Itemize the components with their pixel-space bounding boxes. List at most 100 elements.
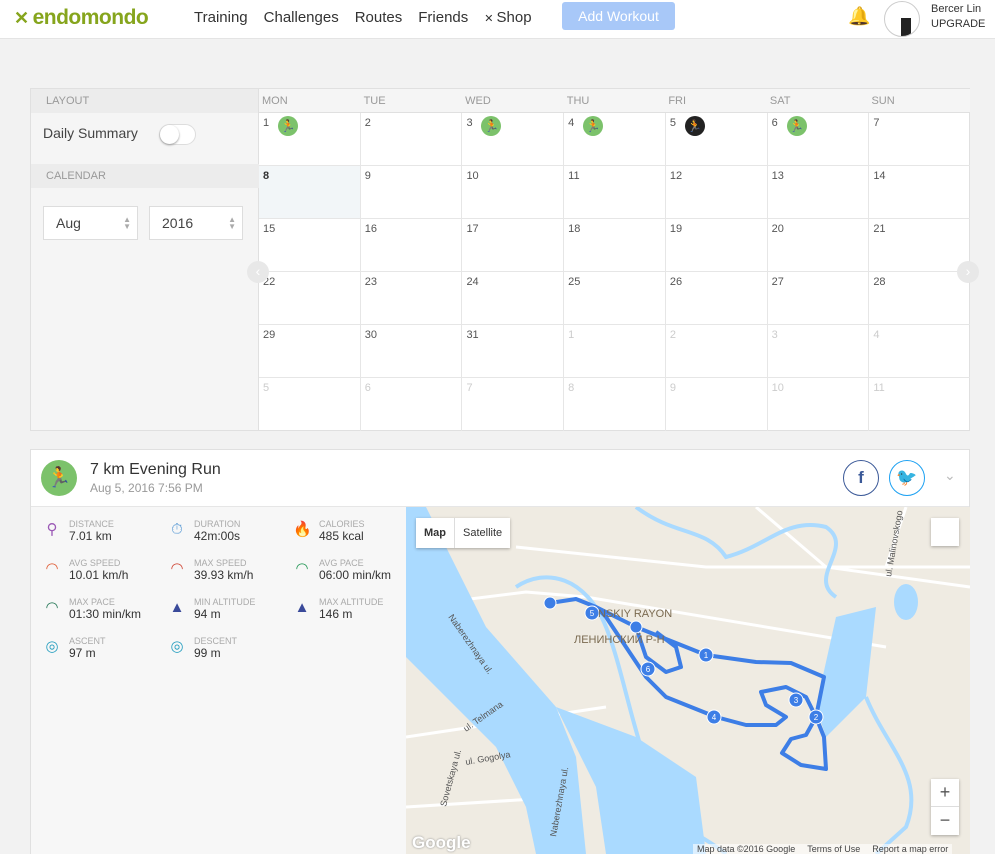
calendar-day[interactable]: 22 (259, 272, 361, 324)
calendar-day[interactable]: 30 (361, 325, 463, 377)
calendar-day[interactable]: 10 (462, 166, 565, 218)
facebook-share-button[interactable]: f (843, 460, 879, 496)
nav-friends[interactable]: Friends (418, 9, 469, 26)
calendar-day[interactable]: 8 (564, 378, 666, 431)
daily-summary-toggle[interactable] (159, 124, 196, 145)
km-marker[interactable]: 6 (640, 661, 656, 677)
km-marker[interactable]: 4 (706, 709, 722, 725)
location-pin-icon[interactable] (543, 596, 557, 610)
calendar-day[interactable]: 5 🏃 (666, 113, 768, 165)
calendar-day[interactable]: 21 (869, 219, 970, 271)
km-marker[interactable]: 5 (584, 605, 600, 621)
calendar-day[interactable]: 8 (259, 166, 361, 218)
terms-link[interactable]: Terms of Use (807, 844, 861, 854)
workout-running-icon[interactable]: 🏃 (583, 116, 604, 136)
calendar-day[interactable]: 11 (564, 166, 666, 218)
calendar-day[interactable]: 31 (462, 325, 565, 377)
calendar-day[interactable]: 12 (666, 166, 768, 218)
calendar-day[interactable]: 4 🏃 (564, 113, 666, 165)
fullscreen-button[interactable] (931, 518, 959, 546)
map-type-map[interactable]: Map (424, 527, 446, 539)
calendar-day[interactable]: 15 (259, 219, 361, 271)
endomondo-logo[interactable]: ✕ endomondo (14, 6, 149, 30)
calendar-day[interactable]: 18 (564, 219, 666, 271)
day-number: 23 (364, 276, 377, 288)
weekday-fri: FRI (668, 95, 687, 107)
calendar-day[interactable]: 11 (869, 378, 970, 431)
stat-label: DISTANCE (69, 519, 114, 529)
calendar-day[interactable]: 2 (361, 113, 463, 165)
calendar-day[interactable]: 9 (666, 378, 768, 431)
calendar-day[interactable]: 24 (462, 272, 565, 324)
upgrade-link[interactable]: UPGRADE (931, 18, 986, 30)
add-workout-button[interactable]: Add Workout (562, 2, 675, 30)
zoom-out-button[interactable]: − (939, 810, 951, 830)
day-number: 25 (568, 276, 581, 288)
nav-training[interactable]: Training (194, 9, 248, 26)
workout-running-icon[interactable]: 🏃 (481, 116, 502, 136)
updown-icon: ▲ ▼ (123, 215, 131, 231)
calendar-day[interactable]: 14 (869, 166, 970, 218)
bell-icon[interactable]: 🔔 (848, 6, 871, 26)
nav-routes[interactable]: Routes (354, 9, 403, 26)
calendar-day[interactable]: 13 (768, 166, 870, 218)
calendar-day[interactable]: 26 (666, 272, 768, 324)
calendar-day[interactable]: 19 (666, 219, 768, 271)
calendar-day[interactable]: 6 🏃 (768, 113, 870, 165)
km-marker[interactable]: 1 (698, 647, 714, 663)
zoom-in-button[interactable]: + (931, 779, 959, 807)
nav-shop[interactable]: ✕ Shop (484, 9, 531, 26)
map-label: NSKIY RAYON (598, 608, 672, 620)
calendar-day[interactable]: 5 (259, 378, 361, 431)
location-pin-icon[interactable] (629, 620, 643, 634)
workout-stats: ⚲ DISTANCE 7.01 km ⏱ DURATION 42m:00s 🔥 CALORIE… (31, 507, 406, 854)
year-select[interactable]: 2016 ▲ ▼ (149, 206, 243, 240)
weekday-thu: THU (566, 95, 590, 107)
nav-challenges[interactable]: Challenges (263, 9, 339, 26)
calendar-day[interactable]: 2 (666, 325, 768, 377)
calendar-day[interactable]: 27 (768, 272, 870, 324)
chevron-down-icon[interactable]: ⌄ (944, 467, 956, 483)
km-marker[interactable]: 3 (788, 692, 804, 708)
calendar-day[interactable]: 1 🏃 (259, 113, 361, 165)
calendar-day[interactable]: 4 (869, 325, 970, 377)
workout-running-icon[interactable]: 🏃 (786, 116, 807, 136)
next-month-button[interactable]: › (957, 261, 979, 283)
calendar-day[interactable]: 7 (869, 113, 970, 165)
calendar-day[interactable]: 29 (259, 325, 361, 377)
day-number: 14 (873, 170, 886, 182)
calendar-day[interactable]: 28 (869, 272, 970, 324)
avatar[interactable] (884, 1, 920, 37)
calendar-day[interactable]: 20 (768, 219, 870, 271)
calendar-day[interactable]: 10 (768, 378, 870, 431)
user-name[interactable]: Bercer Lin (931, 3, 982, 15)
calendar-day[interactable]: 9 (361, 166, 463, 218)
calendar-day[interactable]: 1 (564, 325, 666, 377)
day-number: 24 (466, 276, 479, 288)
km-marker[interactable]: 2 (808, 709, 824, 725)
workout-title[interactable]: 7 km Evening Run (90, 461, 221, 478)
calendar-day[interactable]: 25 (564, 272, 666, 324)
workout-running-icon[interactable]: 🏃 (684, 116, 705, 136)
report-error-link[interactable]: Report a map error (872, 844, 949, 854)
calendar-day[interactable]: 23 (361, 272, 463, 324)
calendar-day[interactable]: 16 (361, 219, 463, 271)
map-type-satellite[interactable]: Satellite (454, 518, 510, 548)
prev-month-button[interactable]: ‹ (247, 261, 269, 283)
calendar-day[interactable]: 6 (361, 378, 463, 431)
workout-running-icon[interactable]: 🏃 (278, 116, 298, 136)
day-number: 27 (771, 276, 784, 288)
stat-label: CALORIES (319, 519, 365, 529)
calendar-day[interactable]: 3 🏃 (462, 113, 565, 165)
month-select[interactable]: Aug ▲ ▼ (43, 206, 138, 240)
stat-label: MIN ALTITUDE (194, 597, 256, 607)
calendar-day[interactable]: 3 (768, 325, 870, 377)
day-number: 8 (568, 382, 575, 394)
calendar-day[interactable]: 17 (462, 219, 565, 271)
map-water (406, 507, 918, 854)
mountain-icon: ▲ (294, 599, 310, 616)
calendar-day[interactable]: 7 (462, 378, 565, 431)
day-number: 8 (263, 170, 270, 182)
twitter-share-button[interactable]: 🐦 (889, 460, 925, 496)
